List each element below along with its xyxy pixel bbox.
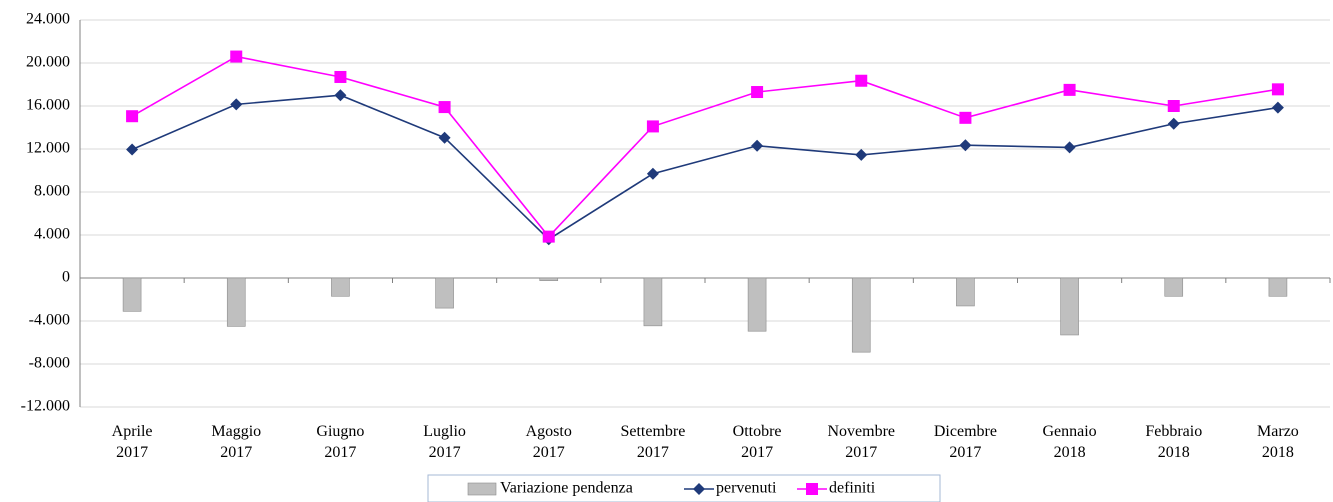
y-tick-label: 20.000 xyxy=(26,54,70,71)
bar xyxy=(539,277,559,281)
x-tick-label: Maggio 2017 xyxy=(211,423,261,461)
bar xyxy=(747,277,767,332)
x-tick-label: Ottobre 2017 xyxy=(733,423,782,461)
legend-swatch xyxy=(467,482,497,496)
point xyxy=(646,167,659,180)
x-tick-label: Agosto 2017 xyxy=(526,423,572,461)
point xyxy=(334,70,347,83)
x-tick-label: Aprile 2017 xyxy=(112,423,153,461)
y-tick-label: 0 xyxy=(62,269,70,286)
legend-label: definiti xyxy=(829,480,876,497)
legend-label: pervenuti xyxy=(716,480,777,497)
point xyxy=(959,139,972,152)
bar xyxy=(435,277,454,309)
bar xyxy=(1268,277,1288,297)
line xyxy=(131,55,1279,238)
legend-marker xyxy=(806,483,818,495)
bar xyxy=(956,277,975,307)
x-tick-label: Dicembre 2017 xyxy=(934,423,997,461)
point xyxy=(1063,83,1076,96)
bar xyxy=(331,277,350,297)
y-tick-label: 16.000 xyxy=(26,97,70,114)
y-tick-label: -4.000 xyxy=(29,312,70,329)
bar xyxy=(1060,277,1079,336)
point xyxy=(1167,117,1180,130)
bar xyxy=(122,277,142,312)
y-tick-label: -8.000 xyxy=(29,355,70,372)
point xyxy=(751,86,764,99)
bar xyxy=(851,277,871,353)
point xyxy=(959,111,972,124)
point xyxy=(438,131,451,144)
point xyxy=(542,230,555,243)
bar xyxy=(1164,277,1184,297)
bar xyxy=(643,277,663,327)
y-tick-label: 12.000 xyxy=(26,140,70,157)
legend-label: Variazione pendenza xyxy=(500,480,633,497)
point xyxy=(646,120,659,133)
point xyxy=(751,139,764,152)
point xyxy=(855,74,868,87)
point xyxy=(1167,100,1180,112)
x-tick-label: Luglio 2017 xyxy=(423,423,466,461)
point xyxy=(1271,101,1284,114)
point xyxy=(1063,141,1076,154)
bar xyxy=(226,277,246,327)
point xyxy=(438,101,451,114)
point xyxy=(126,110,139,123)
point xyxy=(855,148,868,161)
y-tick-label: 8.000 xyxy=(34,183,70,200)
legend-marker xyxy=(693,483,705,495)
x-tick-label: Settembre 2017 xyxy=(620,423,685,461)
x-tick-label: Novembre 2017 xyxy=(827,423,895,461)
y-tick-label: 4.000 xyxy=(34,226,70,243)
x-tick-label: Gennaio 2018 xyxy=(1042,423,1096,461)
point xyxy=(230,50,243,63)
point xyxy=(1271,83,1284,96)
point xyxy=(230,98,243,111)
y-tick-label: -12.000 xyxy=(21,398,70,415)
point xyxy=(334,89,347,102)
y-tick-label: 24.000 xyxy=(26,11,70,28)
x-tick-label: Giugno 2017 xyxy=(316,423,364,461)
line xyxy=(131,94,1279,241)
point xyxy=(126,143,139,156)
x-tick-label: Marzo 2018 xyxy=(1257,423,1299,461)
x-tick-label: Febbraio 2018 xyxy=(1145,423,1202,461)
